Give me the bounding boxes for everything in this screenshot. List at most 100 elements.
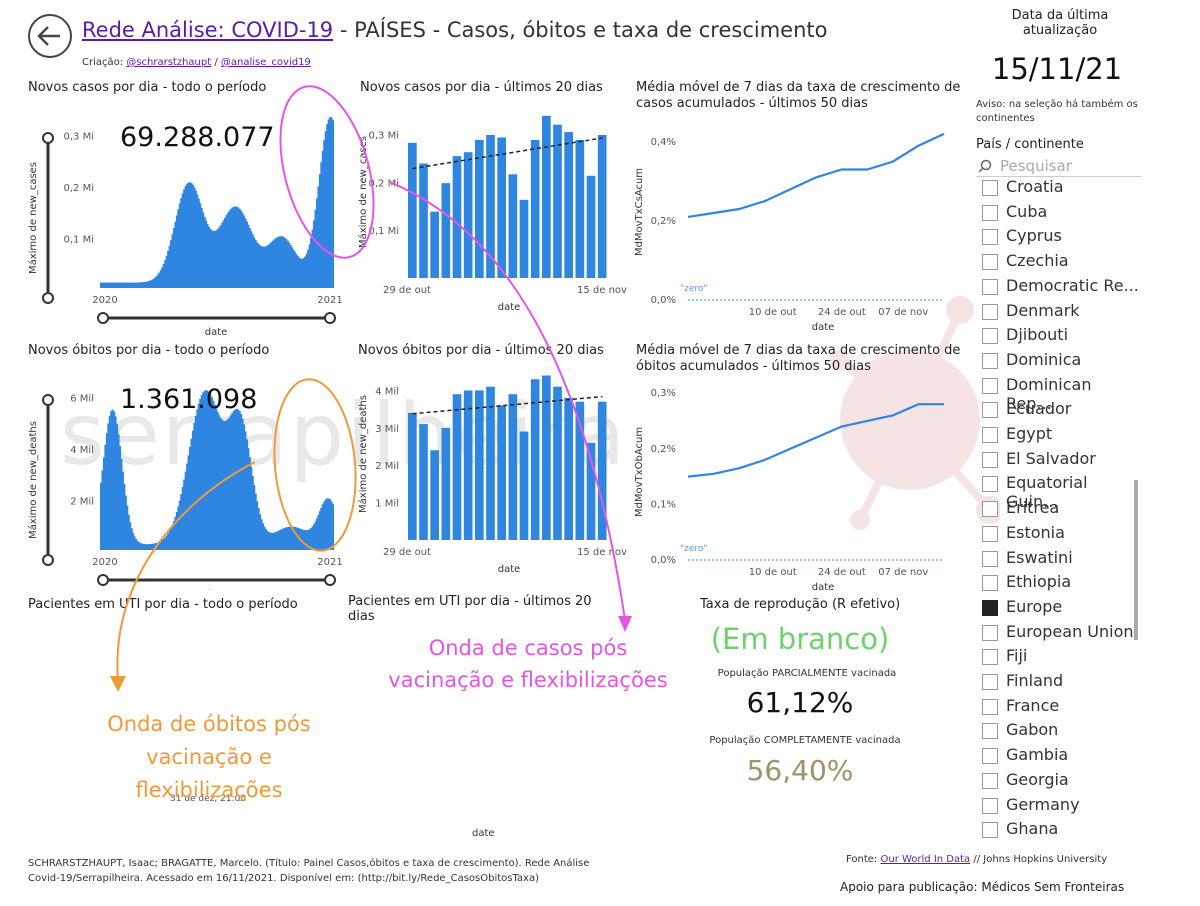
slider-handle-bottom[interactable]	[42, 554, 54, 566]
filter-checkbox[interactable]	[982, 328, 998, 345]
bar	[254, 493, 257, 550]
filter-item-label: Fiji	[1006, 646, 1028, 666]
deaths-wave-annotation: Onda de óbitos pós vacinação e flexibili…	[107, 712, 311, 802]
cases-all-chart[interactable]: Máximo de new_cases 0,3 Mi 0,2 Mi 0,1 Mi 202…	[20, 98, 350, 338]
arrow-left-icon	[37, 26, 60, 46]
bar	[111, 282, 114, 288]
filter-checkbox[interactable]	[982, 402, 998, 419]
bar	[181, 193, 184, 288]
source-link[interactable]: Our World In Data	[880, 854, 971, 865]
filter-checkbox[interactable]	[982, 550, 998, 567]
filter-item[interactable]: Fiji	[970, 646, 1140, 668]
filter-item[interactable]: Dominican Rep...	[970, 375, 1140, 413]
filter-checkbox[interactable]	[982, 427, 998, 443]
filter-checkbox[interactable]	[982, 303, 998, 320]
rate-deaths-chart[interactable]: MdMovTxObAcum 0,3% 0,2% 0,1% 0,0% "zero" 10 de…	[628, 372, 958, 594]
bar	[240, 210, 243, 288]
filter-scrollbar[interactable]	[1134, 480, 1138, 640]
filter-item[interactable]: Egypt	[970, 424, 1140, 446]
filter-checkbox[interactable]	[982, 476, 998, 493]
x-tick-label: 24 de out	[818, 567, 866, 578]
filter-item-label: El Salvador	[1006, 448, 1096, 468]
slider-handle-right[interactable]	[324, 312, 336, 324]
filter-item[interactable]: Cyprus	[970, 226, 1140, 248]
filter-search-input[interactable]: Pesquisar	[976, 156, 1141, 177]
filter-checkbox[interactable]	[982, 525, 998, 542]
filter-item[interactable]: European Union	[970, 622, 1140, 644]
slider-handle-right[interactable]	[324, 574, 336, 586]
slider-handle-top[interactable]	[42, 394, 54, 406]
bar	[221, 222, 224, 288]
bar	[301, 258, 304, 288]
filter-item[interactable]: Europe	[970, 597, 1140, 619]
filter-checkbox[interactable]	[982, 748, 998, 765]
filter-item[interactable]: Czechia	[970, 251, 1140, 273]
deaths-20-title: Novos óbitos por dia - últimos 20 dias	[358, 343, 604, 358]
filter-checkbox[interactable]	[982, 377, 998, 394]
bar	[105, 282, 108, 288]
filter-checkbox[interactable]	[982, 599, 998, 616]
filter-checkbox[interactable]	[982, 772, 998, 789]
rate-cases-chart[interactable]: MdMovTxCsAcum 0,4% 0,2% 0,0% "zero" 10 de out…	[628, 112, 958, 337]
cases-20-chart[interactable]: Máximo de new_cases 0,3 Mi 0,2 Mi 0,1 Mi 29 …	[352, 98, 642, 338]
filter-item[interactable]: Eswatini	[970, 548, 1140, 570]
bar	[206, 224, 209, 288]
filter-item[interactable]: Estonia	[970, 523, 1140, 545]
filter-item[interactable]: Democratic Re...	[970, 276, 1140, 298]
x-tick-label: 10 de out	[749, 307, 797, 318]
filter-item[interactable]: Ghana	[970, 819, 1140, 841]
filter-checkbox[interactable]	[982, 254, 998, 271]
filter-item[interactable]: Finland	[970, 671, 1140, 693]
filter-checkbox[interactable]	[982, 575, 998, 592]
filter-checkbox[interactable]	[982, 822, 998, 839]
filter-checkbox[interactable]	[982, 278, 998, 295]
credit-link-2[interactable]: @analise_covid19	[220, 57, 311, 68]
slider-handle-left[interactable]	[97, 574, 109, 586]
filter-item[interactable]: Gambia	[970, 745, 1140, 767]
filter-checkbox[interactable]	[982, 797, 998, 814]
back-button[interactable]	[28, 14, 72, 58]
filter-checkbox[interactable]	[982, 180, 998, 196]
deaths-20-chart[interactable]: Máximo de new_deaths 4 Mil 3 Mil 2 Mil 1 Mil…	[352, 360, 642, 592]
filter-item[interactable]: Germany	[970, 795, 1140, 817]
support: Apoio para publicação: Médicos Sem Front…	[840, 880, 1125, 894]
filter-checkbox[interactable]	[982, 649, 998, 666]
filter-checkbox[interactable]	[982, 204, 998, 221]
filter-item[interactable]: Ethiopia	[970, 572, 1140, 594]
filter-checkbox[interactable]	[982, 624, 998, 641]
filter-item[interactable]: Dominica	[970, 350, 1140, 372]
deaths-all-chart[interactable]: Máximo de new_deaths 6 Mil 4 Mil 2 Mil 2020 2…	[20, 360, 350, 590]
bar	[408, 142, 417, 278]
filter-item[interactable]: Denmark	[970, 301, 1140, 323]
filter-item[interactable]: El Salvador	[970, 449, 1140, 471]
bar	[586, 175, 596, 278]
slider-handle-top[interactable]	[42, 132, 54, 144]
bar	[172, 228, 176, 288]
filter-checkbox[interactable]	[982, 229, 998, 246]
bar	[266, 530, 269, 550]
filter-item[interactable]: France	[970, 696, 1140, 718]
filter-checkbox[interactable]	[982, 723, 998, 740]
credit-link-1[interactable]: @schrarstzhaupt	[126, 57, 212, 68]
filter-item[interactable]: Eritrea	[970, 498, 1140, 520]
filter-checkbox[interactable]	[982, 352, 998, 369]
filter-item[interactable]: Croatia	[970, 177, 1140, 199]
filter-item[interactable]: Djibouti	[970, 325, 1140, 347]
filter-item[interactable]: Equatorial Guin...	[970, 473, 1140, 511]
bar	[497, 405, 506, 540]
title-link[interactable]: Rede Análise: COVID-19	[82, 18, 334, 42]
filter-item[interactable]: Gabon	[970, 720, 1140, 742]
slider-handle-left[interactable]	[97, 312, 109, 324]
bar	[263, 526, 266, 550]
filter-checkbox[interactable]	[982, 501, 998, 518]
filter-checkbox[interactable]	[982, 698, 998, 715]
filter-item[interactable]: Ecuador	[970, 399, 1140, 421]
bar	[130, 282, 133, 288]
filter-checkbox[interactable]	[982, 674, 998, 690]
slider-handle-bottom[interactable]	[42, 292, 54, 304]
filter-checkbox[interactable]	[982, 451, 998, 468]
bar	[257, 508, 260, 550]
filter-item[interactable]: Cuba	[970, 202, 1140, 224]
bar	[210, 230, 213, 288]
filter-item[interactable]: Georgia	[970, 770, 1140, 792]
